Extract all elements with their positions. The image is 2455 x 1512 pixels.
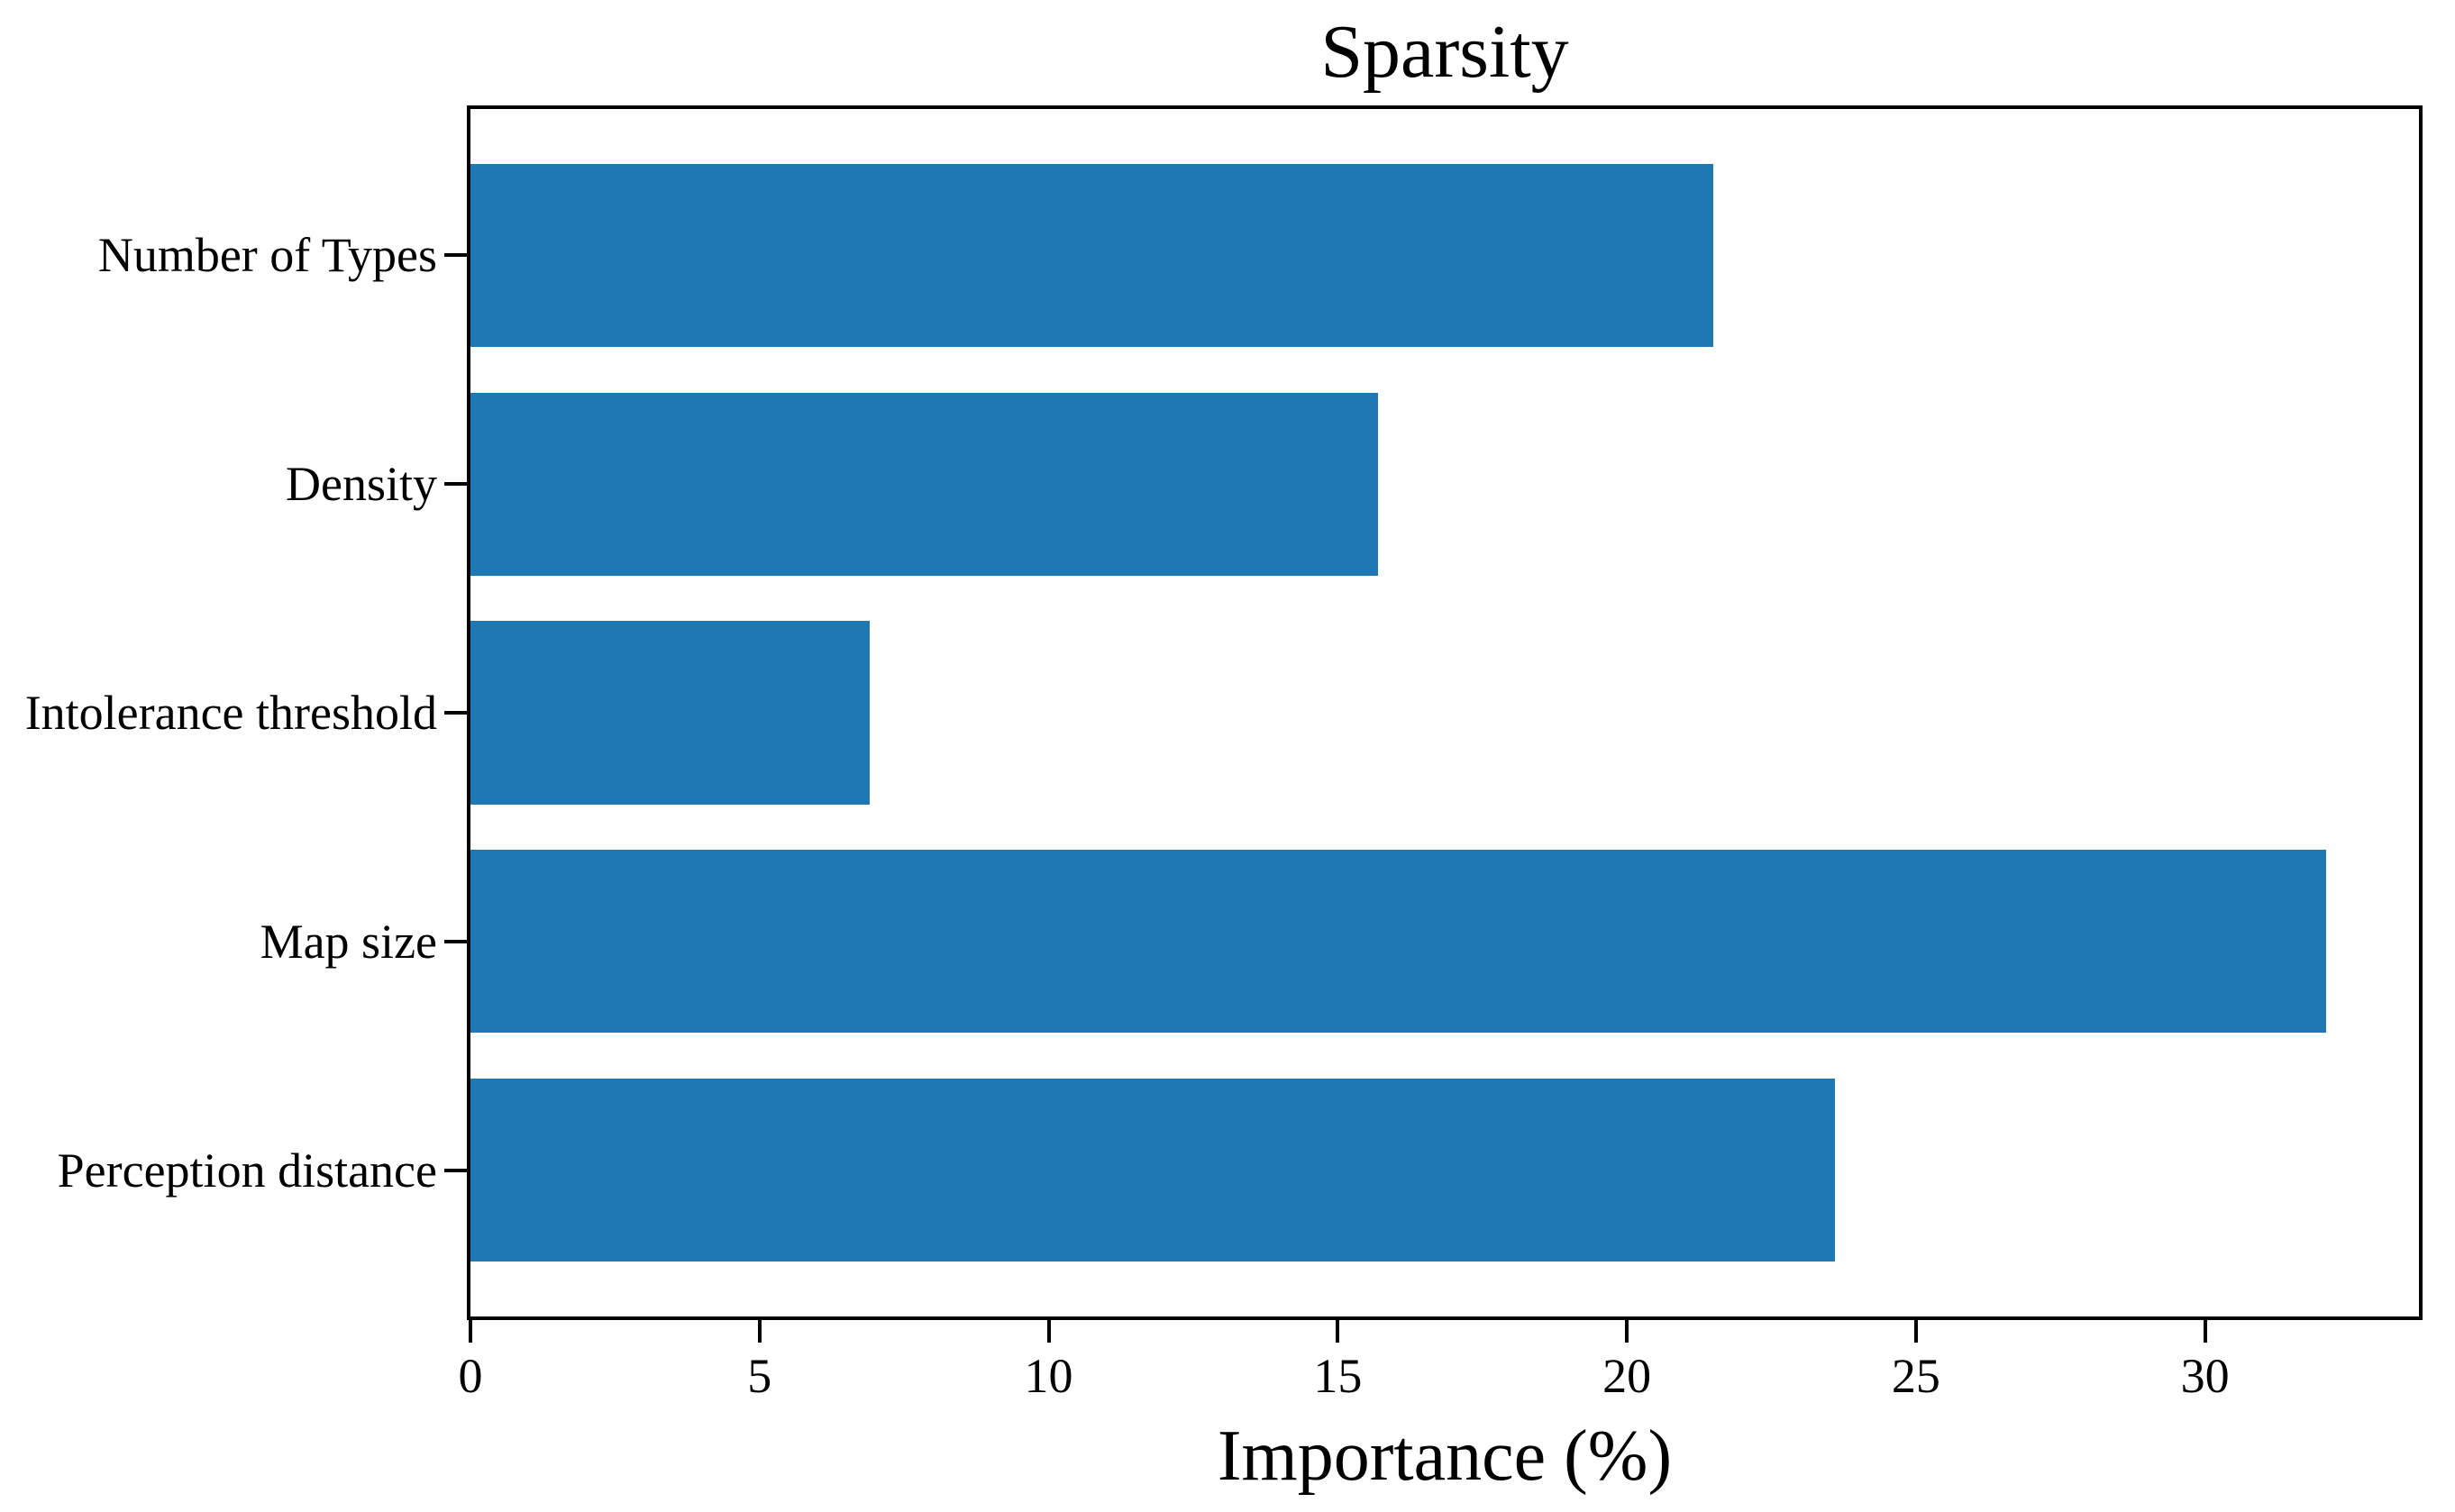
y-tick-label: Perception distance xyxy=(57,1143,437,1198)
x-tick xyxy=(1336,1320,1340,1343)
y-tick-label: Density xyxy=(286,457,437,512)
y-tick xyxy=(444,1168,467,1172)
x-tick-label: 10 xyxy=(1024,1349,1073,1403)
x-axis-title: Importance (%) xyxy=(1217,1416,1673,1496)
y-tick xyxy=(444,253,467,258)
x-tick-label: 30 xyxy=(2180,1349,2230,1403)
y-tick xyxy=(444,482,467,487)
bar xyxy=(470,392,1379,576)
x-tick-label: 25 xyxy=(1891,1349,1940,1403)
bar xyxy=(470,850,2327,1034)
x-tick-label: 20 xyxy=(1602,1349,1652,1403)
y-tick-label: Map size xyxy=(260,914,437,969)
bar xyxy=(470,621,870,805)
x-tick-label: 15 xyxy=(1313,1349,1363,1403)
x-tick xyxy=(1625,1320,1629,1343)
x-tick xyxy=(469,1320,472,1343)
chart-title: Sparsity xyxy=(1320,10,1569,94)
x-tick xyxy=(1913,1320,1918,1343)
bar xyxy=(470,1079,1836,1262)
bar xyxy=(470,163,1714,347)
x-tick xyxy=(1046,1320,1051,1343)
x-tick-label: 0 xyxy=(458,1349,483,1403)
plot-area xyxy=(467,105,2423,1320)
x-tick xyxy=(2203,1320,2207,1343)
y-tick xyxy=(444,939,467,943)
y-tick xyxy=(444,711,467,715)
y-tick-label: Intolerance threshold xyxy=(24,686,437,740)
y-tick-label: Number of Types xyxy=(97,228,437,283)
x-tick xyxy=(757,1320,762,1343)
x-tick-label: 5 xyxy=(747,1349,772,1403)
